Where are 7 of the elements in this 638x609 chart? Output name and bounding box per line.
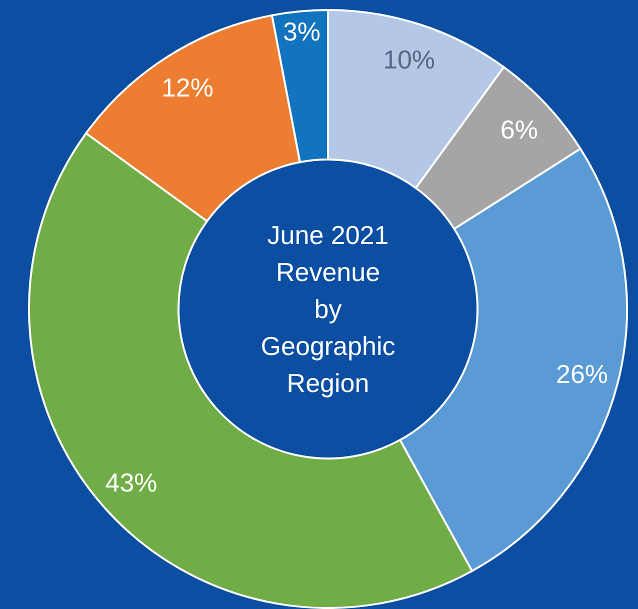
text: June 2021 Revenue by Geographic Region — [260, 220, 396, 398]
data-label: 12% — [161, 72, 214, 103]
data-label: 10% — [383, 44, 436, 75]
data-label: 6% — [500, 114, 538, 144]
data-label: 3% — [282, 16, 321, 46]
data-label: 26% — [556, 359, 608, 390]
data-label: 43% — [105, 467, 158, 498]
